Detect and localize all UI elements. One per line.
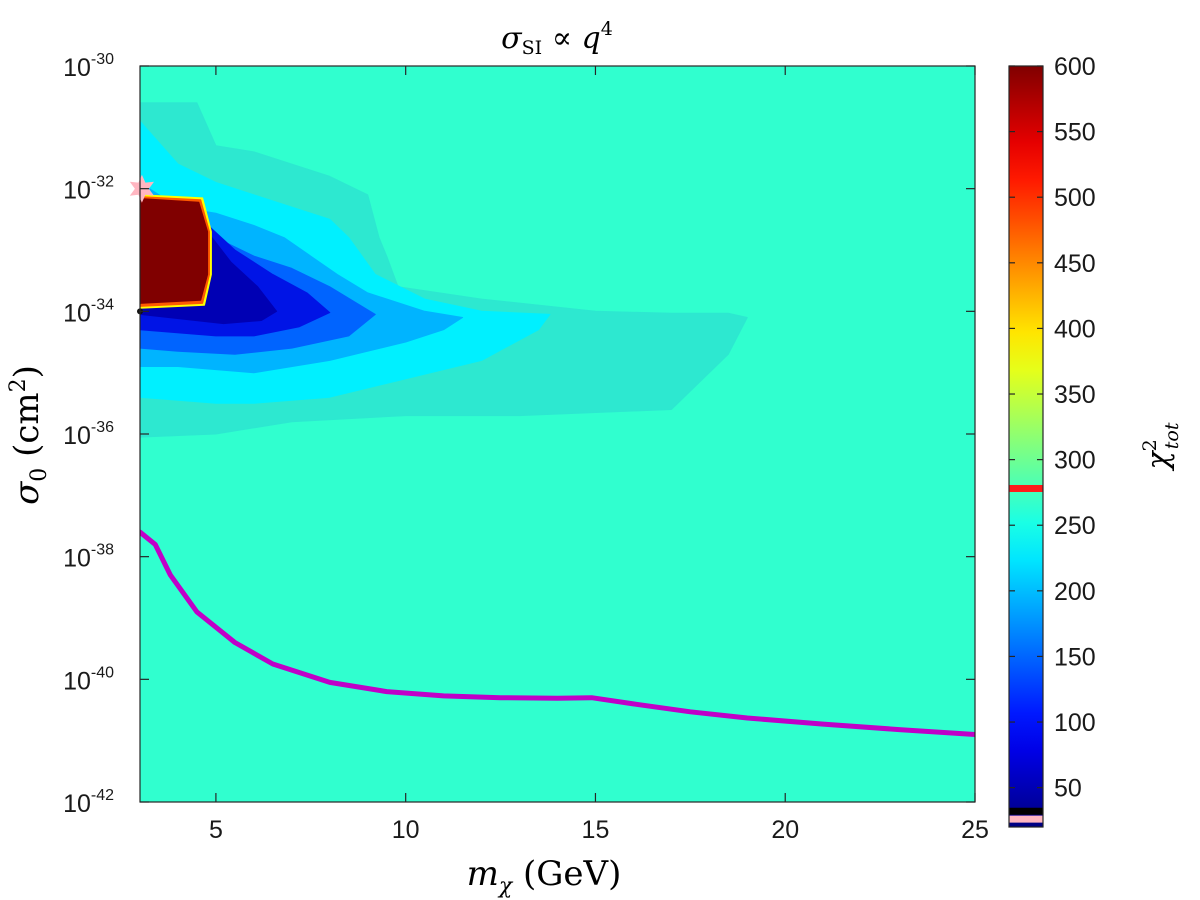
colorbar-ticks: 50 100 150 200 250 300 350 400 450 500 550 600 [1009,53,1096,803]
colorbar-tick-label: 250 [1054,512,1096,540]
colorbar-tick-label: 100 [1054,709,1096,737]
y-tick-label: 10-36 [63,419,114,450]
ylabel-sigma: σ [7,481,47,505]
colorbar: 50 100 150 200 250 300 350 400 450 500 550 600 χ2to… [1008,53,1183,828]
y-axis-ticks: 10-42 10-40 10-38 10-36 10-34 10-32 10-30 [63,51,975,818]
colorbar-frame [1008,65,1044,828]
colorbar-tick-label: 550 [1054,119,1096,147]
y-tick-label: 10-34 [63,296,114,327]
colorbar-threshold-line [1009,484,1043,492]
y-axis-label: σ0 (cm2) [6,365,52,505]
colorbar-tick-label: 600 [1054,53,1096,81]
ylabel-unit-exponent: 2 [6,378,31,392]
colorbar-fill [1009,66,1043,827]
x-axis-ticks: 5 10 15 20 25 [209,66,989,844]
colorbar-tick-label: 450 [1054,250,1096,278]
colorbar-tick-label: 300 [1054,447,1096,475]
title-proportional: ∝ [542,21,581,56]
title-exponent: 4 [601,18,613,40]
x-tick-label: 5 [209,816,223,844]
x-tick-label: 10 [392,816,420,844]
y-tick-label: 10-38 [63,542,114,573]
xlabel-unit: (GeV) [512,854,621,894]
plot-area: 5 10 15 20 25 10-42 10-40 10-38 10-36 10-34 10-32… [63,51,989,844]
x-tick-label: 20 [771,816,799,844]
colorbar-tick-label: 200 [1054,578,1096,606]
exclusion-limit-curve [140,529,975,737]
y-tick-label: 10-32 [63,174,114,205]
y-tick-label: 10-30 [63,51,114,82]
title-sigma: σ [501,21,523,56]
contour-layer [140,102,748,438]
y-tick-label: 10-40 [63,664,114,695]
colorbar-threshold-line [1009,815,1043,823]
colorbar-threshold-line [1009,807,1043,815]
xlabel-m: m [467,854,499,894]
colorbar-markers [1009,484,1043,823]
contour-level-600 [140,198,209,304]
x-axis-label: mχ (GeV) [467,854,622,899]
colorbar-label-chi: χ [1141,450,1176,472]
ylabel-unit-open: (cm [7,392,47,467]
xlabel-subscript: χ [497,874,514,899]
colorbar-tick-label: 400 [1054,315,1096,343]
curve-layer [140,529,975,737]
title-subscript: SI [522,37,543,59]
y-tick-label: 10-42 [63,787,114,818]
colorbar-tick-label: 150 [1054,643,1096,671]
colorbar-tick-label: 500 [1054,184,1096,212]
colorbar-tick-label: 50 [1054,775,1082,803]
colorbar-tick-label: 350 [1054,381,1096,409]
x-tick-label: 25 [961,816,989,844]
ylabel-subscript: 0 [27,468,52,482]
colorbar-label: χ2tot [1139,422,1183,471]
x-tick-label: 15 [582,816,610,844]
title-q: q [582,21,601,56]
chart-title: σSI ∝ q4 [501,18,613,59]
ylabel-unit-close: ) [7,365,47,378]
colorbar-label-exponent: 2 [1139,439,1161,451]
colorbar-label-subscript: tot [1161,422,1183,449]
